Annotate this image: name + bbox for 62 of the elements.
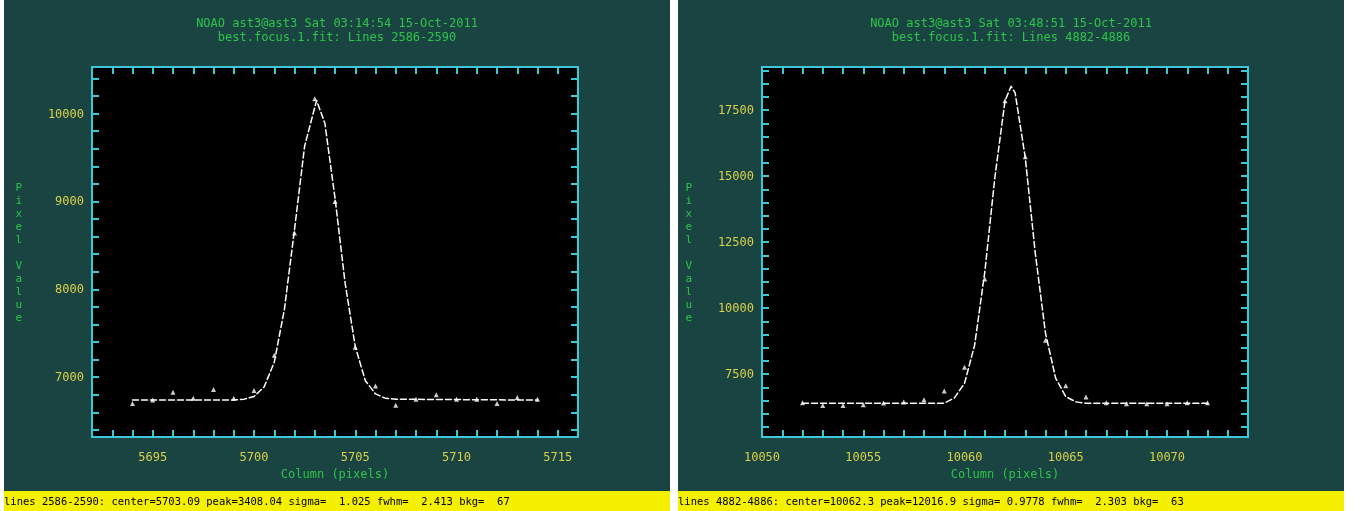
point [535,396,540,402]
point [800,400,805,406]
point [393,402,399,408]
point [840,403,846,409]
text: lines 4882-4886: center=10062.3 peak=12016.9 sigma= 0.9778 fwhm= 2.303 bkg= 63 [678,491,1344,511]
chart-title: NOAO ast3@ast3 Sat 03:14:54 15-Oct-2011 [196,16,478,30]
y-tick-label: 9000 [55,194,84,209]
point [1083,394,1089,400]
point [413,396,419,402]
line-series [801,85,1209,404]
y-tick-label: 10000 [47,106,84,121]
point [170,389,176,395]
x-tick-label: 10060 [946,450,983,464]
point [1124,401,1129,407]
y-tick-label: 8000 [55,282,84,297]
point [373,383,378,389]
point [352,344,358,350]
text: lines 2586-2590: center=5703.09 peak=3408.04 sigma= 1.025 fwhm= 2.413 bkg= 67 [4,491,670,511]
text: Pixel Value [15,180,22,324]
point [211,387,216,393]
point [1043,337,1048,343]
chart-subtitle: best.focus.1.fit: Lines 2586-2590 [217,30,457,44]
x-tick-label: 5700 [239,450,269,464]
point [494,401,500,407]
x-axis-title: Column (pixels) [280,466,390,481]
x-tick-label: 5695 [138,450,168,464]
point [130,401,135,407]
point [1164,401,1170,407]
point [271,352,277,358]
y-tick-label: 12500 [717,235,754,250]
y-tick-label: 7000 [55,370,84,385]
point [1205,400,1210,406]
point [881,400,886,406]
point [514,394,520,400]
y-tick-label: 7500 [725,367,754,382]
x-tick-label: 5705 [340,450,370,464]
x-tick-label: 10055 [845,450,882,464]
point [921,397,927,403]
point [231,395,237,401]
text: Pixel Value [685,180,692,324]
chart-subtitle: best.focus.1.fit: Lines 4882-4886 [891,30,1131,44]
x-tick-label: 5710 [442,450,471,464]
point [1002,98,1008,104]
chart-title: NOAO ast3@ast3 Sat 03:48:51 15-Oct-2011 [870,16,1152,30]
y-tick-label: 10000 [717,301,754,316]
point [190,395,196,401]
point [292,230,297,236]
x-axis-title: Column (pixels) [950,466,1060,481]
point [982,276,988,282]
point [332,198,338,204]
point [150,397,156,403]
x-tick-label: 10065 [1047,450,1084,464]
y-tick-label: 15000 [717,169,754,184]
y-tick-label: 17500 [717,103,754,118]
x-tick-label: 10050 [743,450,781,464]
point [251,387,257,393]
x-tick-label: 10070 [1148,450,1186,464]
point [962,364,967,370]
x-tick-label: 5715 [543,450,573,464]
point [454,396,459,402]
point [941,388,947,394]
point [474,396,480,402]
